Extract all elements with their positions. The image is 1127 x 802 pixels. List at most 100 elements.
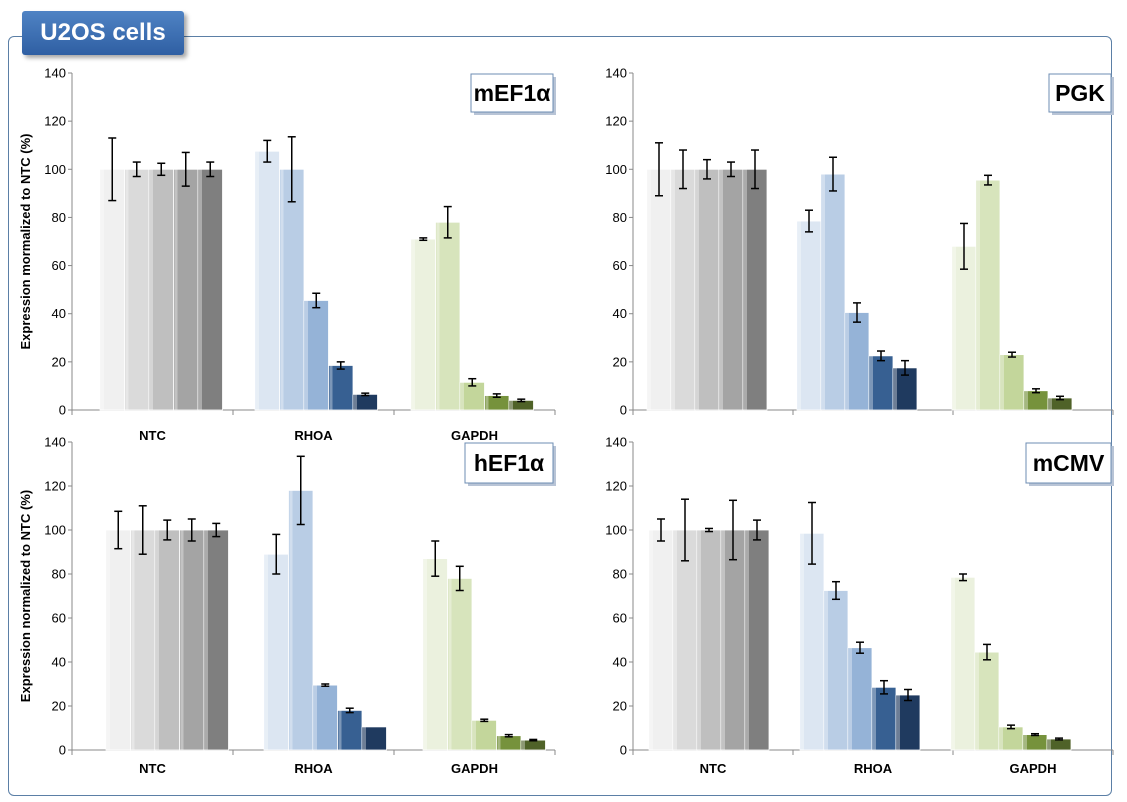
bar-highlight: [846, 312, 849, 410]
bar-highlight: [952, 577, 955, 750]
bar-highlight: [510, 400, 513, 410]
bar-highlight: [648, 169, 651, 410]
y-tick-label: 20: [52, 699, 66, 714]
bar: [130, 529, 156, 751]
y-tick-label: 80: [613, 210, 627, 225]
bar-highlight: [473, 720, 476, 750]
figure-title: U2OS cells: [22, 11, 184, 55]
bar: [263, 553, 289, 751]
y-tick-label: 120: [44, 479, 66, 494]
bar-highlight: [1024, 734, 1027, 750]
bar-highlight: [698, 530, 701, 750]
y-tick-label: 140: [605, 435, 627, 450]
y-tick-label: 40: [613, 655, 627, 670]
chart-title: PGK: [1055, 80, 1105, 106]
bar-highlight: [720, 169, 723, 410]
y-tick-label: 140: [44, 435, 66, 450]
bar: [422, 558, 448, 751]
bar-highlight: [354, 394, 357, 410]
x-tick-label: GAPDH: [451, 761, 498, 776]
bar: [154, 529, 180, 751]
y-tick-label: 0: [620, 743, 627, 758]
bar: [744, 529, 770, 751]
bar: [895, 694, 921, 751]
bar-highlight: [1048, 739, 1051, 750]
bar-highlight: [746, 530, 749, 750]
bar: [471, 719, 497, 751]
y-tick-label: 100: [44, 523, 66, 538]
chart-title-box: [464, 442, 554, 484]
bar: [124, 168, 150, 411]
bar-highlight: [894, 367, 897, 410]
y-tick-label: 60: [52, 258, 66, 273]
bar-highlight: [485, 395, 489, 410]
bar-highlight: [1025, 390, 1028, 410]
bar: [254, 150, 280, 411]
bar: [696, 529, 722, 751]
figure-frame: [8, 36, 1112, 796]
y-tick-label: 120: [605, 114, 627, 129]
y-tick-label: 100: [605, 162, 627, 177]
bar-highlight: [424, 558, 427, 750]
x-tick-label: RHOA: [294, 761, 333, 776]
x-tick-label: RHOA: [294, 428, 333, 443]
bar-highlight: [1000, 726, 1003, 750]
bar-highlight: [101, 169, 104, 410]
bar: [197, 168, 223, 411]
y-tick-label: 80: [613, 567, 627, 582]
bar-highlight: [849, 647, 852, 750]
bar-highlight: [338, 710, 342, 750]
chart-panel-hef1a: 0 20 40 60 80 100 120 140 NTC RHOA GAPDH Expression…: [18, 435, 556, 776]
bar-highlight: [825, 590, 828, 750]
x-tick-label: RHOA: [854, 761, 893, 776]
y-tick-label: 0: [59, 743, 66, 758]
chart-title: hEF1α: [474, 450, 544, 476]
y-tick-label: 80: [52, 210, 66, 225]
y-tick-label: 60: [613, 611, 627, 626]
bar-highlight: [672, 169, 675, 410]
y-tick-label: 40: [52, 306, 66, 321]
y-tick-label: 20: [613, 699, 627, 714]
y-tick-label: 40: [613, 306, 627, 321]
bar: [868, 355, 894, 411]
bar-highlight: [280, 169, 284, 410]
bar-highlight: [314, 685, 317, 750]
y-tick-label: 140: [605, 66, 627, 81]
bar-highlight: [125, 169, 129, 410]
bar-highlight: [976, 652, 979, 750]
bar: [999, 354, 1025, 411]
bar-highlight: [873, 687, 876, 750]
bar-highlight: [174, 169, 178, 410]
bar-highlight: [156, 530, 159, 750]
y-tick-label: 100: [605, 523, 627, 538]
y-axis-title: Expression normalized to NTC (%): [18, 490, 33, 702]
bar-highlight: [897, 695, 900, 750]
bar-highlight: [289, 490, 293, 750]
chart-title: mEF1α: [474, 80, 551, 106]
bar: [105, 529, 131, 751]
bar-highlight: [522, 740, 525, 750]
x-tick-label: NTC: [139, 761, 166, 776]
bar: [844, 312, 870, 411]
y-tick-label: 120: [605, 479, 627, 494]
x-tick-label: NTC: [700, 761, 727, 776]
bar-highlight: [329, 365, 333, 410]
bar-highlight: [801, 533, 804, 750]
y-tick-label: 100: [44, 162, 66, 177]
x-tick-label: NTC: [139, 428, 166, 443]
bar-highlight: [650, 530, 653, 750]
chart-title-box: [1025, 442, 1112, 484]
bar: [975, 179, 1001, 411]
x-tick-label: GAPDH: [451, 428, 498, 443]
bar: [799, 532, 825, 751]
chart-panel-pgk: 0 20 40 60 80 100 120 140 PGK: [605, 66, 1114, 418]
bar: [950, 576, 976, 751]
y-axis-title: Expression mormalized to NTC (%): [18, 134, 33, 350]
chart-panel-mef1a: 0 20 40 60 80 100 120 140 NTC RHOA GAPDH Expression…: [18, 66, 556, 443]
bar-highlight: [977, 180, 980, 410]
bar: [179, 529, 205, 751]
bar-highlight: [1049, 397, 1052, 410]
chart-title-box: [1048, 73, 1112, 113]
bar: [742, 168, 768, 411]
bar: [648, 529, 674, 751]
